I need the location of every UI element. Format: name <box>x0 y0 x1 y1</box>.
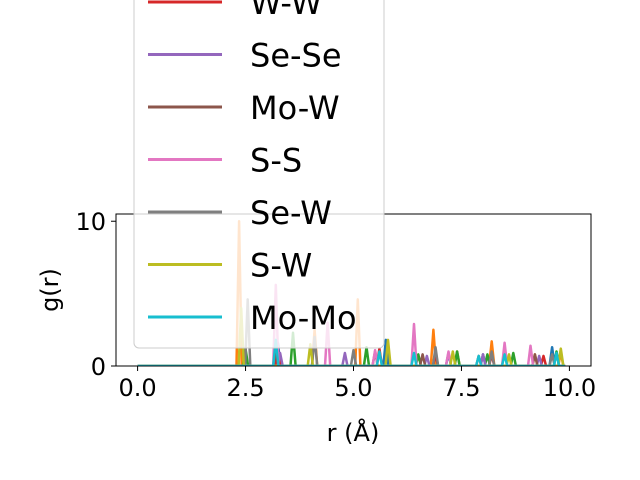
legend-label: S-W <box>250 247 312 285</box>
legend-label: Se-Se <box>250 37 342 75</box>
series-line-background-2 <box>137 331 566 366</box>
legend-box <box>133 0 385 349</box>
legend-label: S-S <box>250 142 302 180</box>
x-tick-label: 2.5 <box>226 374 264 402</box>
legend-label: Se-W <box>250 194 332 232</box>
series-layer <box>137 219 566 366</box>
x-tick-label: 10.0 <box>543 374 596 402</box>
y-tick-label: 0 <box>91 353 106 381</box>
x-axis-label: r (Å) <box>327 418 380 447</box>
y-tick-label: 10 <box>75 208 106 236</box>
x-tick-label: 0.0 <box>119 374 157 402</box>
legend: W-W Se-Se Mo-W S-S Se-W S-W Mo-Mo <box>133 0 385 349</box>
legend-label: Mo-Mo <box>250 299 357 337</box>
ticks-layer: 0.0 2.5 5.0 7.5 10.0 0 10 <box>75 208 596 402</box>
x-tick-label: 7.5 <box>442 374 480 402</box>
x-tick-label: 5.0 <box>334 374 372 402</box>
legend-label: Mo-W <box>250 89 340 127</box>
legend-label: W-W <box>250 0 322 22</box>
series-line-s-s <box>137 283 566 366</box>
y-axis-label: g(r) <box>36 268 64 312</box>
